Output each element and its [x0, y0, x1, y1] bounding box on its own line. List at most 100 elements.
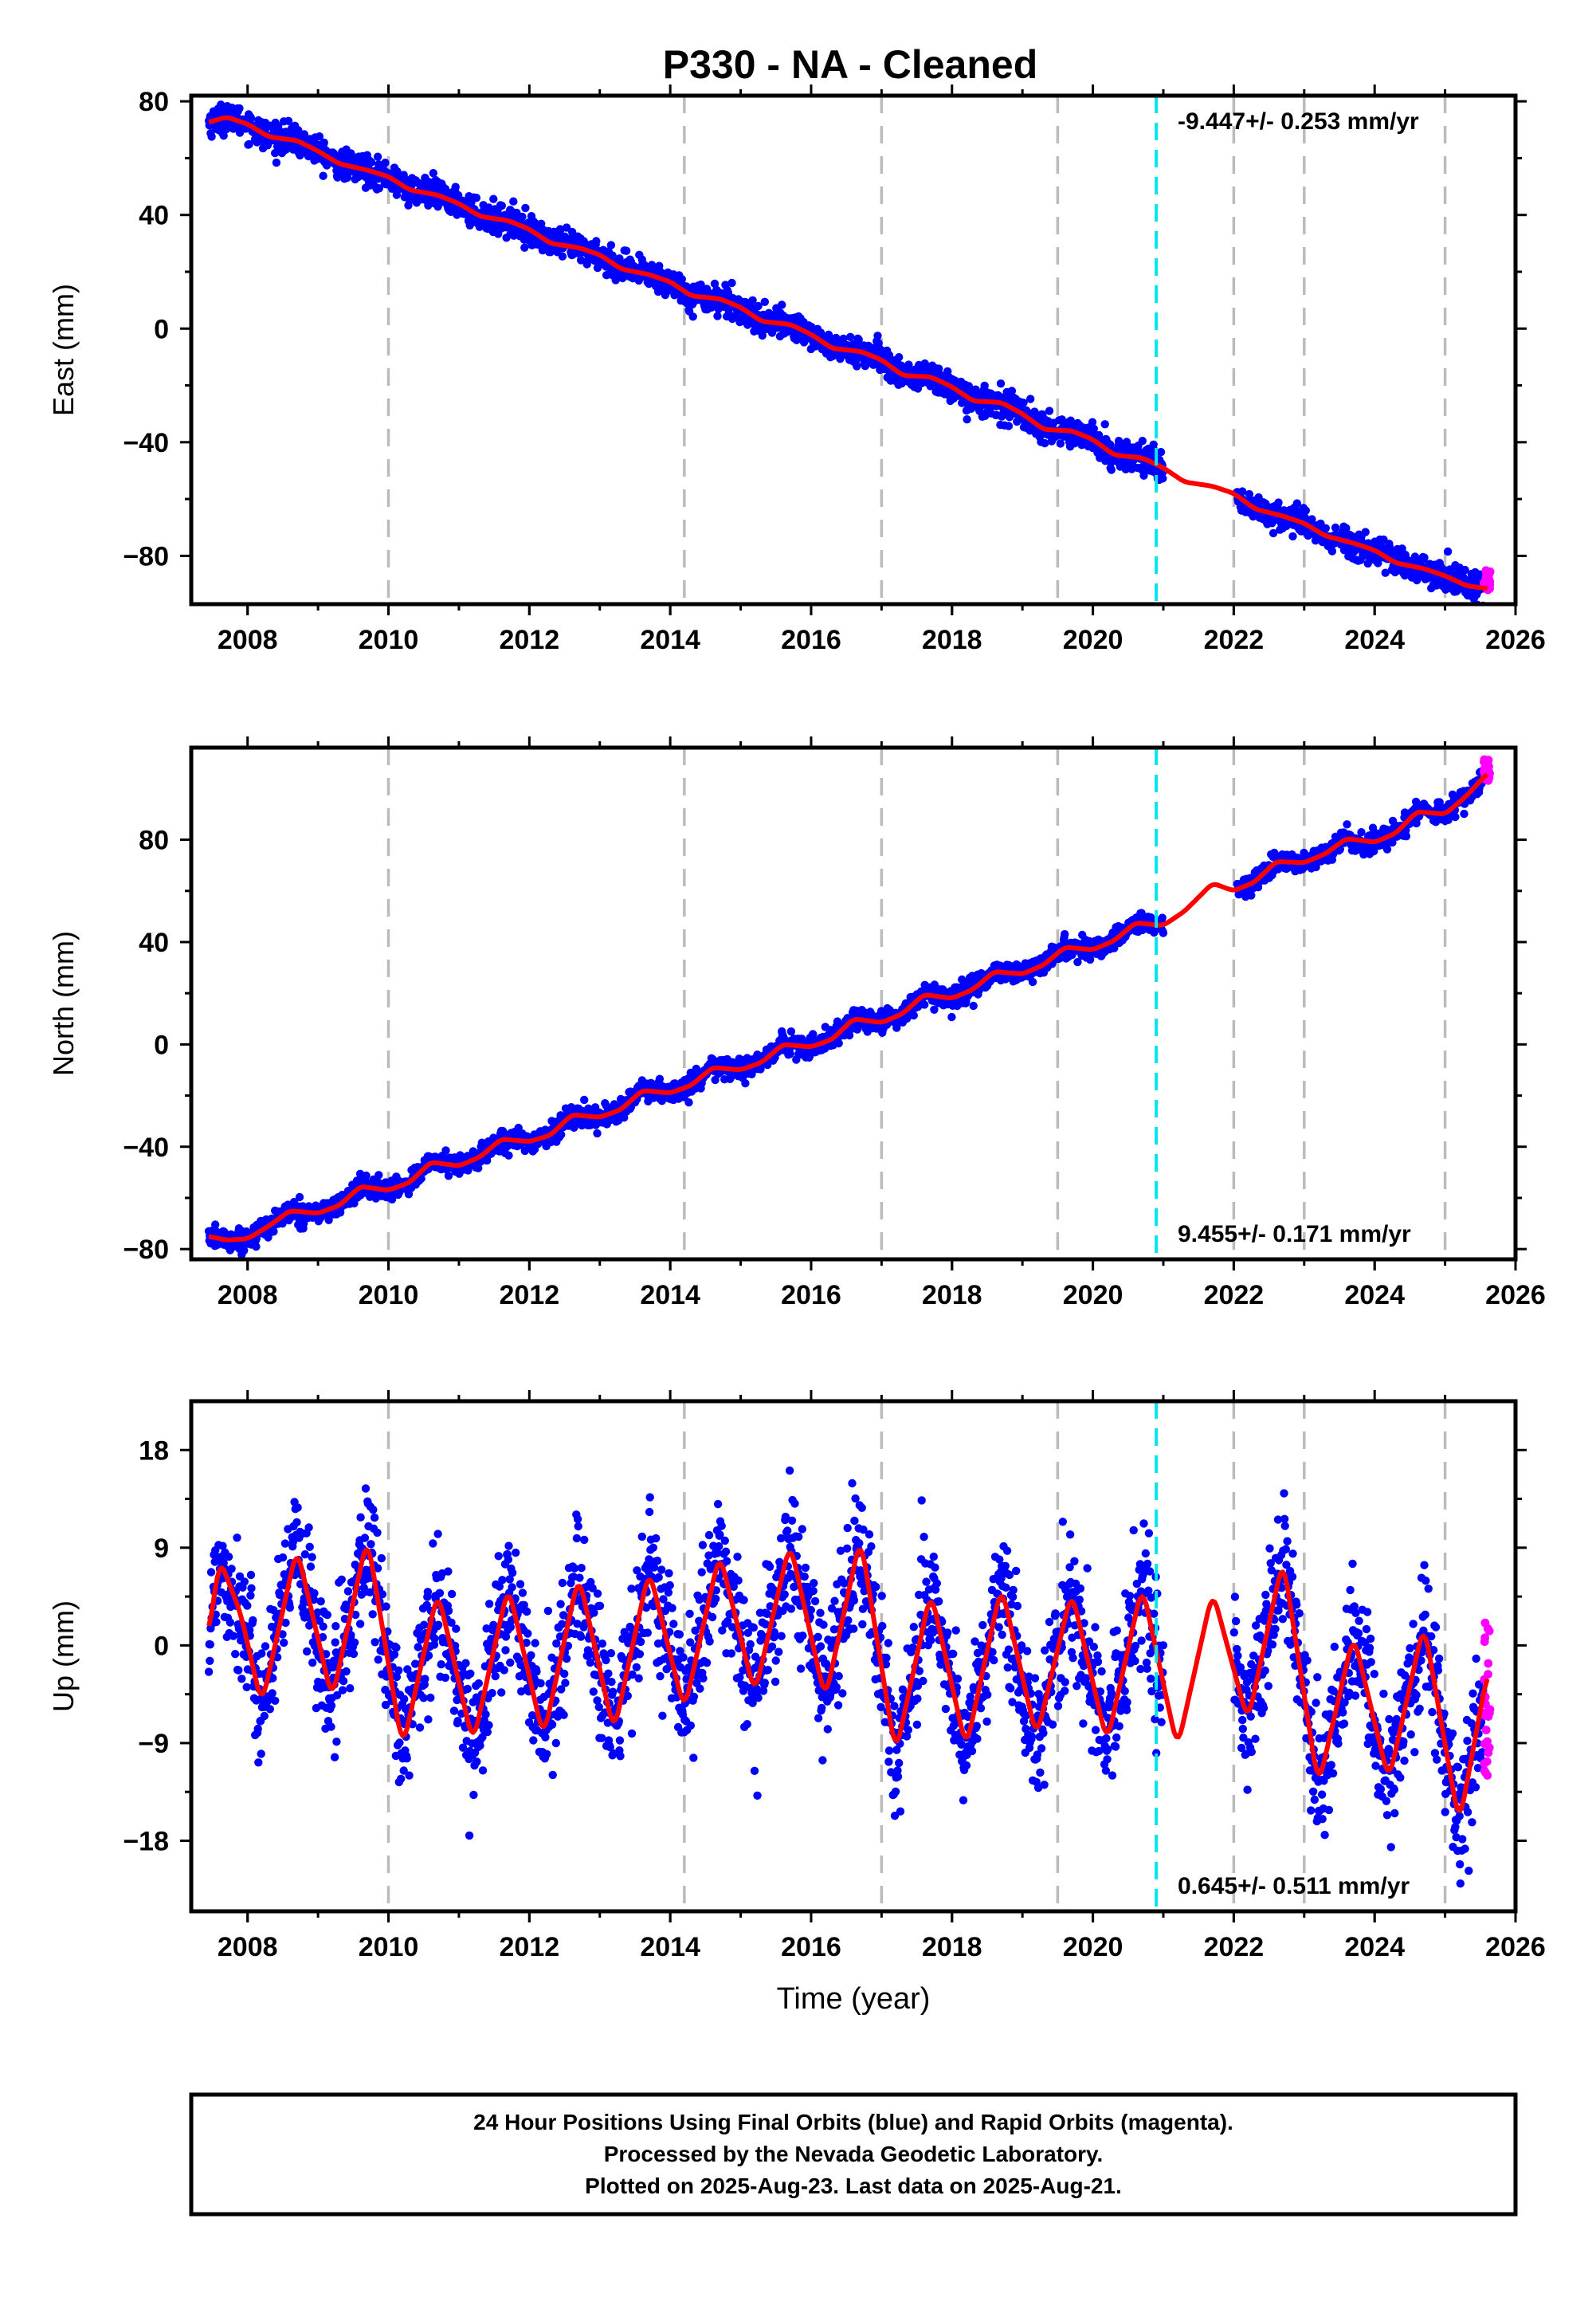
data-point	[1070, 439, 1080, 448]
data-point	[834, 1039, 843, 1048]
panel-north: 2008 2010 2012 2014 2016 2018 2020 2022 2024 2026…	[47, 736, 1546, 1310]
y-tick-label: 0	[154, 314, 169, 344]
data-point	[1327, 547, 1337, 556]
data-point	[655, 261, 664, 270]
data-point	[219, 132, 228, 140]
data-point	[429, 169, 437, 178]
data-point	[1301, 506, 1311, 515]
data-point	[606, 241, 616, 249]
data-point	[1443, 547, 1453, 556]
data-point	[1041, 438, 1049, 448]
data-point	[451, 183, 460, 191]
data-point	[920, 1000, 929, 1009]
data-point	[1095, 430, 1104, 440]
data-point	[1028, 977, 1037, 987]
data-point	[509, 197, 518, 206]
data-point	[1085, 955, 1095, 964]
data-point	[441, 1146, 450, 1155]
data-point	[786, 1050, 794, 1058]
data-point	[404, 1190, 414, 1199]
data-point	[1007, 387, 1017, 395]
data-point	[521, 203, 530, 213]
data-point	[324, 1215, 333, 1225]
data-point	[576, 256, 586, 265]
data-point	[583, 257, 592, 265]
data-point	[269, 1227, 278, 1236]
data-point	[562, 223, 571, 232]
y-tick-label: 80	[139, 87, 169, 117]
data-point	[592, 237, 601, 245]
data-point	[1019, 399, 1028, 407]
data-point	[570, 1123, 578, 1133]
model-fit-curve	[208, 115, 1488, 591]
data-point	[1061, 929, 1069, 939]
data-point	[926, 382, 935, 391]
data-point	[1420, 553, 1429, 562]
data-point	[367, 158, 376, 167]
data-point	[873, 332, 882, 340]
x-tick-label: 2014	[640, 625, 700, 655]
data-point	[489, 194, 498, 203]
data-point	[853, 1025, 862, 1034]
data-point	[1045, 406, 1054, 415]
data-point	[895, 353, 904, 362]
data-point	[373, 152, 382, 161]
y-axis-label: East (mm)	[47, 284, 80, 416]
x-tick-label: 2010	[359, 625, 419, 655]
data-point	[833, 1017, 842, 1026]
data-point	[909, 1011, 919, 1020]
data-point	[580, 1095, 589, 1105]
data-point	[504, 1151, 513, 1160]
data-point	[854, 335, 863, 344]
data-point	[1013, 417, 1022, 426]
data-point	[710, 279, 720, 289]
data-point	[474, 1164, 483, 1172]
data-point	[1026, 395, 1035, 403]
x-tick-label: 2016	[781, 625, 841, 655]
data-point	[271, 148, 280, 158]
data-point	[1107, 465, 1116, 474]
data-point	[996, 379, 1006, 388]
data-point	[362, 1171, 371, 1180]
axes-frame	[189, 93, 1518, 607]
x-tick-label: 2008	[218, 625, 278, 655]
data-point	[622, 246, 631, 255]
data-point	[284, 116, 293, 125]
x-tick-label: 2018	[922, 625, 982, 655]
data-point	[1379, 535, 1388, 544]
chart-title: P330 - NA - Cleaned	[663, 42, 1038, 87]
data-point	[537, 219, 546, 228]
data-point	[319, 171, 327, 180]
data-point	[1138, 437, 1147, 446]
data-point	[1158, 913, 1167, 922]
data-point	[558, 252, 567, 261]
data-point	[713, 312, 722, 320]
data-point	[904, 360, 913, 369]
data-point	[520, 243, 529, 252]
data-point	[727, 278, 736, 288]
data-point	[497, 201, 506, 210]
data-point	[315, 132, 324, 141]
data-point	[518, 212, 527, 222]
data-point	[593, 1129, 602, 1138]
x-tick-label: 2024	[1344, 625, 1405, 655]
data-point	[1274, 498, 1283, 507]
x-tick-label: 2026	[1485, 625, 1546, 655]
data-point	[1461, 565, 1469, 575]
data-point	[320, 138, 328, 147]
data-point	[278, 1219, 287, 1228]
data-point	[1004, 422, 1014, 430]
data-point	[884, 351, 894, 359]
data-point	[1137, 909, 1146, 917]
data-point	[754, 301, 763, 311]
data-point	[1238, 487, 1247, 496]
data-point	[1030, 407, 1039, 416]
y-tick-label: 40	[139, 201, 169, 231]
data-point	[1331, 523, 1340, 532]
data-point	[836, 355, 845, 363]
data-point	[778, 300, 786, 309]
data-point	[246, 113, 256, 123]
data-point	[1247, 891, 1256, 900]
data-point	[853, 362, 861, 371]
data-point	[930, 1005, 939, 1015]
